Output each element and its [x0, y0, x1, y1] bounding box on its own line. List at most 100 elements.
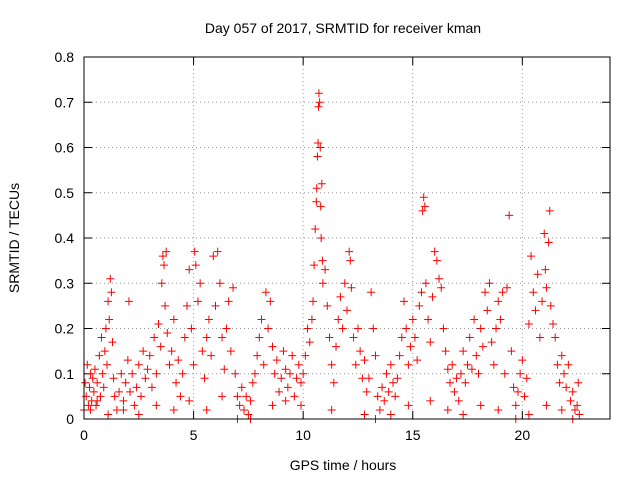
data-point	[139, 347, 148, 356]
x-tick-label: 0	[80, 427, 88, 443]
data-point	[386, 410, 395, 419]
data-point	[542, 401, 551, 410]
data-point	[317, 179, 326, 188]
data-point	[117, 369, 126, 378]
data-point	[541, 265, 550, 274]
data-point	[544, 238, 553, 247]
data-point	[505, 211, 514, 220]
data-point	[134, 410, 143, 419]
data-point	[311, 224, 320, 233]
data-point	[538, 297, 547, 306]
data-point	[402, 324, 411, 333]
data-point	[152, 401, 161, 410]
data-point	[215, 279, 224, 288]
data-point	[283, 383, 292, 392]
data-point	[107, 288, 116, 297]
y-tick-label: 0.3	[55, 275, 75, 291]
x-axis-label: GPS time / hours	[290, 457, 397, 473]
data-point	[459, 347, 468, 356]
y-tick-label: 0	[66, 411, 74, 427]
data-point	[126, 387, 135, 396]
data-point	[145, 351, 154, 360]
data-point	[279, 347, 288, 356]
plot-frame	[83, 56, 611, 420]
data-point	[502, 283, 511, 292]
data-point	[327, 405, 336, 414]
data-point	[459, 410, 468, 419]
data-point	[404, 401, 413, 410]
y-tick-label: 0.7	[55, 94, 75, 110]
data-point	[446, 378, 455, 387]
data-point	[467, 365, 476, 374]
data-point	[353, 324, 362, 333]
data-point	[259, 360, 268, 369]
data-point	[424, 315, 433, 324]
data-point	[154, 319, 163, 328]
data-point	[533, 270, 542, 279]
data-point	[288, 351, 297, 360]
data-point	[104, 410, 113, 419]
y-tick-label: 0.5	[55, 185, 75, 201]
data-point	[362, 387, 371, 396]
data-point	[272, 356, 281, 365]
data-point	[202, 333, 211, 342]
data-point	[132, 383, 141, 392]
y-axis-label: SRMTID / TECUs	[6, 183, 22, 293]
data-point	[270, 369, 279, 378]
data-point	[141, 374, 150, 383]
data-point	[435, 274, 444, 283]
data-point	[237, 383, 246, 392]
data-point	[421, 279, 430, 288]
data-point	[96, 392, 105, 401]
data-point	[334, 315, 343, 324]
chart-title: Day 057 of 2017, SRMTID for receiver kma…	[205, 20, 481, 36]
data-point	[375, 405, 384, 414]
data-point	[494, 405, 503, 414]
data-point	[356, 347, 365, 356]
data-point	[301, 351, 310, 360]
data-point	[441, 347, 450, 356]
data-point	[196, 279, 205, 288]
data-point	[524, 319, 533, 328]
data-point	[450, 387, 459, 396]
data-point	[410, 333, 419, 342]
data-point	[513, 387, 522, 396]
data-point	[108, 338, 117, 347]
data-point	[470, 315, 479, 324]
x-tick-label: 15	[405, 427, 421, 443]
data-point	[224, 297, 233, 306]
data-point	[511, 401, 520, 410]
grid-lines	[84, 57, 610, 419]
data-point	[246, 396, 255, 405]
data-point	[343, 306, 351, 315]
data-point	[183, 301, 192, 310]
data-point	[250, 369, 259, 378]
data-point	[426, 396, 435, 405]
data-point	[106, 274, 115, 283]
data-point	[448, 360, 457, 369]
data-point	[367, 288, 376, 297]
data-point	[213, 247, 222, 256]
data-point	[549, 319, 558, 328]
data-point	[157, 279, 166, 288]
data-point	[198, 347, 207, 356]
data-point	[124, 297, 133, 306]
data-point	[261, 288, 270, 297]
data-point	[290, 392, 299, 401]
data-point	[314, 138, 323, 147]
data-point	[432, 256, 441, 265]
data-point	[522, 374, 531, 383]
data-point	[481, 288, 490, 297]
data-point	[406, 342, 415, 351]
data-point	[371, 351, 380, 360]
data-point	[566, 396, 575, 405]
data-point	[360, 356, 369, 365]
x-tick-label: 10	[295, 427, 311, 443]
data-point	[489, 360, 498, 369]
data-point	[574, 378, 583, 387]
data-point	[568, 387, 577, 396]
data-point	[239, 405, 248, 414]
x-tick-label: 5	[190, 427, 198, 443]
data-point	[555, 378, 564, 387]
data-point	[417, 288, 426, 297]
